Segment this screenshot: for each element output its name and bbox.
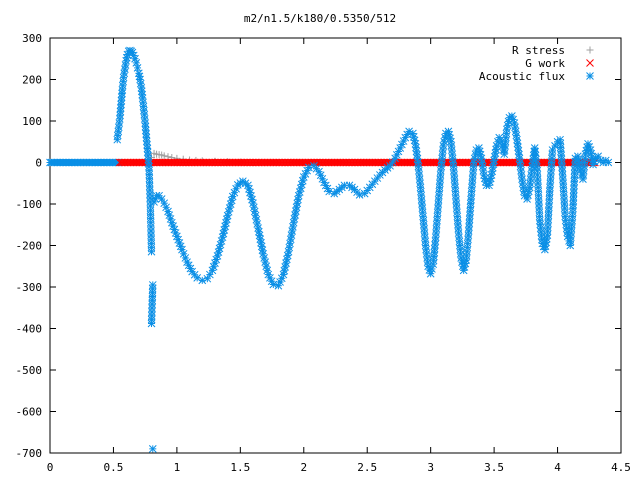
acoustic-flux-point <box>450 175 459 183</box>
acoustic-flux-point <box>512 131 521 140</box>
plot-marks <box>46 46 613 453</box>
y-tick-label: 0 <box>35 157 42 170</box>
y-tick-label: 100 <box>22 115 42 128</box>
acoustic-flux-point <box>277 274 286 283</box>
y-tick-label: -200 <box>16 240 43 253</box>
acoustic-flux-point <box>119 73 128 82</box>
y-tick-label: 200 <box>22 74 42 87</box>
y-tick-label: -700 <box>16 447 43 460</box>
r-stress-point <box>164 153 172 161</box>
acoustic-flux-point <box>178 245 186 254</box>
acoustic-flux-point <box>509 115 517 124</box>
acoustic-flux-point <box>276 278 284 286</box>
r-stress-point <box>160 152 168 160</box>
acoustic-flux-point <box>261 258 270 266</box>
acoustic-flux-point <box>181 254 190 262</box>
acoustic-flux-point <box>547 166 555 175</box>
x-tick-label: 1 <box>174 461 181 474</box>
x-tick-label: 2 <box>300 461 307 474</box>
acoustic-flux-point <box>132 59 141 67</box>
acoustic-flux-point <box>545 195 554 204</box>
acoustic-flux-point <box>455 241 464 250</box>
plot-frame <box>49 37 622 454</box>
acoustic-flux-point <box>232 184 240 193</box>
acoustic-flux-point <box>148 444 157 453</box>
acoustic-flux-point <box>113 135 122 144</box>
x-tick-label: 4.5 <box>611 461 631 474</box>
y-tick-label: -400 <box>16 323 43 336</box>
acoustic-flux-point <box>147 247 156 256</box>
acoustic-flux-point <box>116 111 124 120</box>
acoustic-flux-point <box>394 147 403 156</box>
acoustic-flux-point <box>269 280 278 289</box>
acoustic-flux-point <box>115 119 124 127</box>
x-tick-label: 0 <box>47 461 54 474</box>
acoustic-flux-point <box>198 276 207 285</box>
y-tick-label: -300 <box>16 281 43 294</box>
acoustic-flux-point <box>414 158 422 167</box>
y-tick-label: 300 <box>22 32 42 45</box>
acoustic-flux-point <box>435 183 444 192</box>
acoustic-flux-point <box>118 89 126 98</box>
axis-ticks: 0 0.5 1 1.5 2 2.5 3 3.5 4 4.5 300 200 100 0 -100 -200 -3… <box>16 32 631 474</box>
y-tick-label: -600 <box>16 406 43 419</box>
legend-marker <box>586 46 594 54</box>
acoustic-flux-point <box>477 154 486 163</box>
x-tick-label: 0.5 <box>104 461 124 474</box>
legend-label: R stress <box>512 44 565 57</box>
acoustic-flux-point <box>252 215 261 224</box>
y-tick-label: -500 <box>16 364 43 377</box>
legend-marker <box>586 72 594 80</box>
x-tick-label: 3.5 <box>484 461 504 474</box>
acoustic-flux-point <box>133 64 142 72</box>
acoustic-flux-point <box>145 186 154 195</box>
acoustic-flux-point <box>514 143 522 151</box>
acoustic-flux-point <box>441 133 449 142</box>
acoustic-flux-point <box>569 204 577 213</box>
acoustic-flux-point <box>121 65 129 73</box>
acoustic-flux-point <box>179 249 188 258</box>
x-tick-label: 1.5 <box>230 461 250 474</box>
acoustic-flux-point <box>304 163 313 172</box>
acoustic-flux-point <box>495 133 504 142</box>
x-tick-label: 3 <box>427 461 434 474</box>
acoustic-flux-point <box>502 125 511 134</box>
acoustic-flux-point <box>426 269 435 278</box>
acoustic-flux-point <box>534 191 543 200</box>
acoustic-flux-point <box>184 261 193 270</box>
acoustic-flux-point <box>534 183 542 192</box>
chart-title: m2/n1.5/k180/0.5350/512 <box>244 12 396 25</box>
acoustic-flux-point <box>285 243 294 252</box>
x-tick-label: 4 <box>554 461 561 474</box>
acoustic-flux-point <box>230 188 239 197</box>
acoustic-flux-point <box>428 265 436 273</box>
acoustic-flux-point <box>513 135 521 144</box>
acoustic-flux-point <box>142 130 150 138</box>
acoustic-flux-point <box>148 281 157 289</box>
legend-label: Acoustic flux <box>479 70 565 83</box>
legend-label: G work <box>525 57 565 70</box>
acoustic-flux-point <box>117 93 126 101</box>
acoustic-flux-point <box>116 104 125 112</box>
acoustic-flux-point <box>604 158 613 167</box>
legend-marker <box>586 59 594 67</box>
x-tick-label: 2.5 <box>357 461 377 474</box>
y-tick-label: -100 <box>16 198 43 211</box>
acoustic-flux-point <box>423 258 432 266</box>
acoustic-flux-point <box>355 191 364 199</box>
acoustic-flux-point <box>500 150 509 159</box>
